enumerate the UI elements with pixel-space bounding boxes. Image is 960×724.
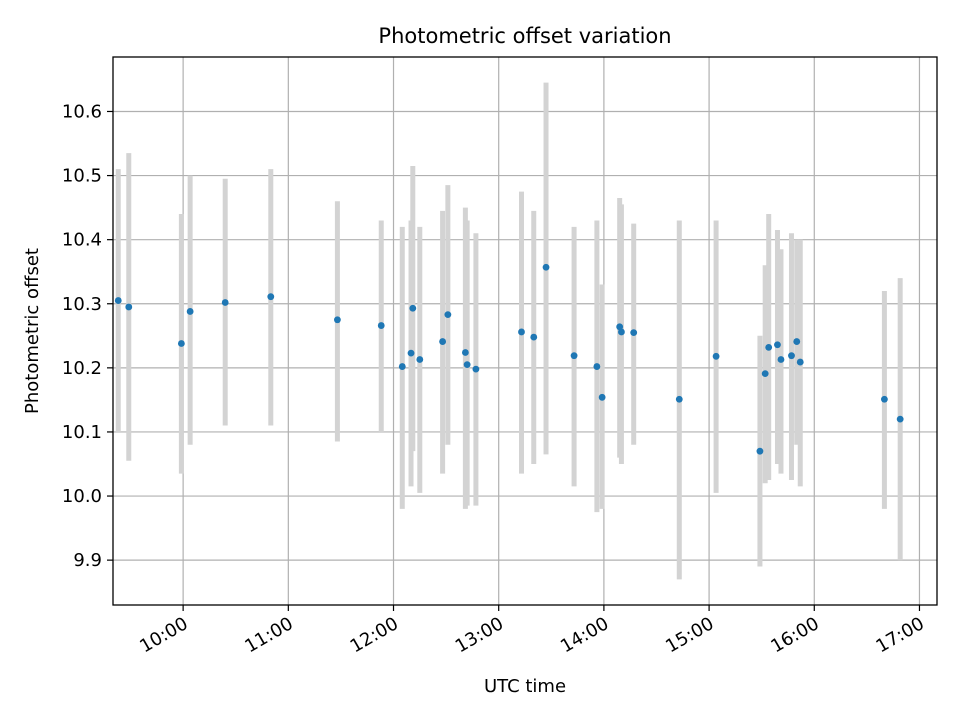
data-point — [777, 356, 785, 363]
data-point — [267, 293, 275, 301]
data-point — [593, 363, 601, 370]
data-point — [439, 338, 446, 345]
data-point — [761, 370, 769, 378]
data-point — [630, 329, 638, 337]
data-point — [618, 328, 625, 336]
y-tick-label: 10.0 — [62, 486, 102, 507]
data-point — [756, 447, 764, 455]
plot-frame — [112, 56, 938, 606]
data-point — [774, 341, 781, 349]
data-point — [398, 363, 406, 370]
chart-title: Photometric offset variation — [378, 24, 671, 48]
data-point — [472, 365, 480, 373]
point-layer — [114, 263, 904, 455]
y-tick-label: 10.5 — [62, 166, 102, 187]
data-point — [407, 349, 415, 357]
data-point — [598, 393, 606, 401]
data-point — [409, 304, 417, 312]
data-point — [416, 356, 424, 363]
data-point — [896, 415, 904, 423]
data-point — [765, 343, 773, 351]
y-axis-label: Photometric offset — [22, 248, 43, 414]
data-point — [881, 395, 888, 403]
y-tick-label: 9.9 — [73, 550, 102, 571]
data-point — [377, 322, 385, 329]
data-point — [518, 328, 525, 336]
y-tick-label: 10.1 — [62, 422, 102, 443]
data-point — [570, 352, 578, 360]
data-point — [221, 299, 229, 306]
data-point — [796, 358, 804, 366]
data-point — [125, 303, 133, 311]
data-point — [793, 338, 801, 345]
x-axis-label: UTC time — [484, 676, 566, 697]
data-point — [334, 316, 341, 324]
data-point — [530, 333, 538, 341]
data-point — [444, 311, 452, 319]
data-point — [461, 349, 469, 356]
y-tick-label: 10.3 — [62, 294, 102, 315]
data-point — [788, 352, 795, 360]
y-tick-label: 10.6 — [62, 101, 102, 122]
data-point — [114, 297, 122, 304]
data-point — [616, 323, 624, 331]
y-tick-label: 10.2 — [62, 358, 102, 379]
data-point — [712, 352, 720, 360]
data-point — [177, 340, 185, 347]
data-point — [675, 395, 683, 403]
data-point — [463, 361, 471, 369]
y-tick-label: 10.4 — [62, 230, 102, 251]
data-point — [542, 263, 550, 271]
data-point — [186, 308, 194, 315]
